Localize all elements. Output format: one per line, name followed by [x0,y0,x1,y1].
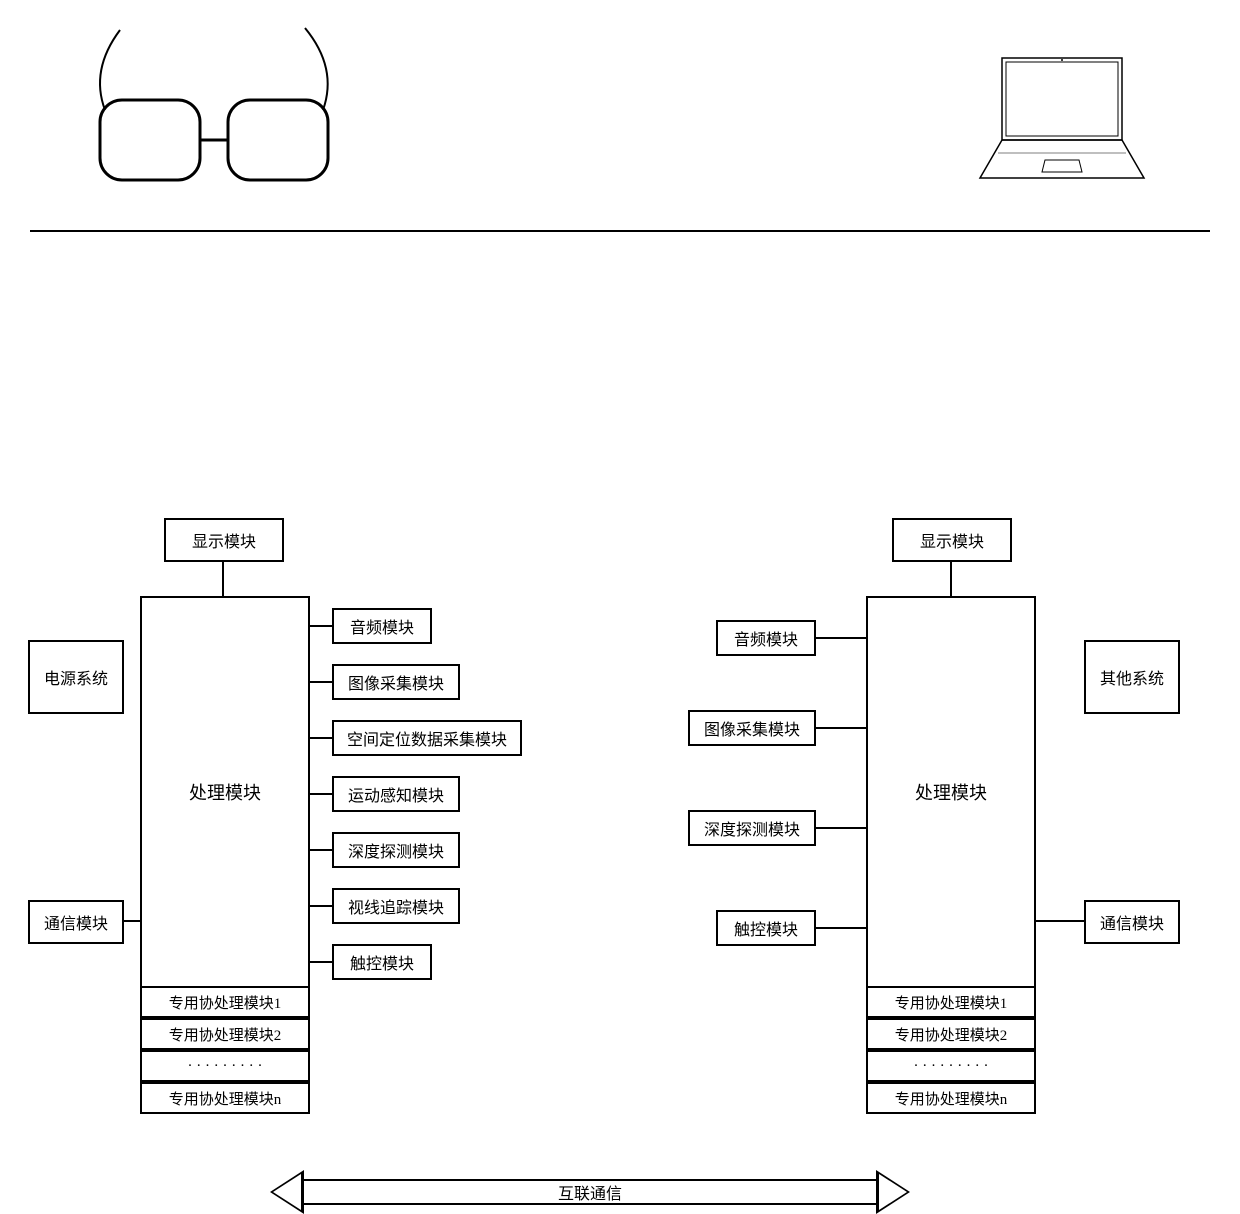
left-module-depth: 深度探测模块 [332,832,460,868]
left-module-audio: 音频模块 [332,608,432,644]
conn [310,793,332,795]
conn [310,625,332,627]
conn [950,562,952,596]
module-label: 深度探测模块 [348,838,444,862]
module-label: 音频模块 [734,626,798,650]
conn [310,961,332,963]
left-display-label: 显示模块 [192,528,256,552]
left-module-touch: 触控模块 [332,944,432,980]
coproc-label: 专用协处理模块2 [895,1024,1008,1045]
conn [124,920,140,922]
conn [310,681,332,683]
coproc-label: 专用协处理模块1 [895,992,1008,1013]
conn [222,562,224,596]
coproc-label: 专用协处理模块n [169,1088,282,1109]
right-coproc-dots: · · · · · · · · · [866,1050,1036,1082]
left-module-spatial: 空间定位数据采集模块 [332,720,522,756]
left-module-motion: 运动感知模块 [332,776,460,812]
module-label: 空间定位数据采集模块 [347,726,507,750]
module-label: 图像采集模块 [704,716,800,740]
right-processor-label: 处理模块 [915,779,987,805]
right-other-label: 其他系统 [1100,665,1164,689]
left-coproc-1: 专用协处理模块1 [140,986,310,1018]
left-processor-box: 处理模块 [140,596,310,988]
coproc-label: · · · · · · · · · [914,1058,989,1075]
right-coproc-n: 专用协处理模块n [866,1082,1036,1114]
conn [816,827,866,829]
coproc-label: 专用协处理模块1 [169,992,282,1013]
conn [310,905,332,907]
left-display-box: 显示模块 [164,518,284,562]
module-label: 音频模块 [350,614,414,638]
conn [816,637,866,639]
arrow-head-right [876,1170,910,1214]
module-label: 图像采集模块 [348,670,444,694]
left-power-label: 电源系统 [44,665,108,689]
right-processor-box: 处理模块 [866,596,1036,988]
right-display-label: 显示模块 [920,528,984,552]
coproc-label: 专用协处理模块2 [169,1024,282,1045]
interlink-label-container: 互联通信 [304,1179,876,1205]
left-module-gaze: 视线追踪模块 [332,888,460,924]
left-module-image: 图像采集模块 [332,664,460,700]
right-module-depth: 深度探测模块 [688,810,816,846]
conn [310,849,332,851]
left-coproc-2: 专用协处理模块2 [140,1018,310,1050]
conn [816,727,866,729]
left-processor-label: 处理模块 [189,779,261,805]
glasses-icon [80,20,340,190]
left-coproc-dots: · · · · · · · · · [140,1050,310,1082]
coproc-label: 专用协处理模块n [895,1088,1008,1109]
conn [816,927,866,929]
right-comm-label: 通信模块 [1100,910,1164,934]
top-icons [0,0,1240,230]
module-label: 运动感知模块 [348,782,444,806]
right-module-audio: 音频模块 [716,620,816,656]
conn [1036,920,1084,922]
left-comm-label: 通信模块 [44,910,108,934]
conn [310,737,332,739]
right-coproc-2: 专用协处理模块2 [866,1018,1036,1050]
horizontal-divider [30,230,1210,232]
right-other-box: 其他系统 [1084,640,1180,714]
left-coproc-n: 专用协处理模块n [140,1082,310,1114]
left-comm-box: 通信模块 [28,900,124,944]
right-module-touch: 触控模块 [716,910,816,946]
coproc-label: · · · · · · · · · [188,1058,263,1075]
module-label: 触控模块 [734,916,798,940]
right-coproc-1: 专用协处理模块1 [866,986,1036,1018]
module-label: 触控模块 [350,950,414,974]
module-label: 深度探测模块 [704,816,800,840]
module-label: 视线追踪模块 [348,894,444,918]
interlink-label: 互联通信 [558,1180,622,1204]
right-module-image: 图像采集模块 [688,710,816,746]
interlink-arrow: 互联通信 [270,1170,910,1214]
arrow-head-left [270,1170,304,1214]
right-comm-box: 通信模块 [1084,900,1180,944]
left-power-box: 电源系统 [28,640,124,714]
right-display-box: 显示模块 [892,518,1012,562]
laptop-icon [970,50,1150,190]
